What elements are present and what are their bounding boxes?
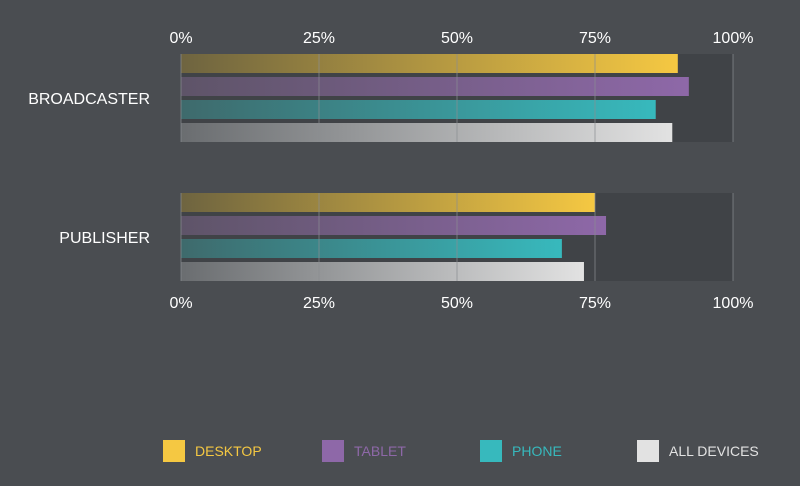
legend-swatch-desktop xyxy=(163,440,185,462)
x-tick-label-bottom: 50% xyxy=(441,295,473,312)
x-tick-label-bottom: 75% xyxy=(579,295,611,312)
legend-label-all-devices: ALL DEVICES xyxy=(669,443,759,459)
x-tick-label-bottom: 0% xyxy=(169,295,192,312)
category-label: BROADCASTER xyxy=(28,91,150,108)
bar-desktop xyxy=(181,193,595,212)
bar-group-publisher: PUBLISHER xyxy=(59,193,733,281)
category-label: PUBLISHER xyxy=(59,230,150,247)
x-tick-label-top: 75% xyxy=(579,30,611,47)
bar-phone xyxy=(181,239,562,258)
x-tick-label-top: 50% xyxy=(441,30,473,47)
bar-all-devices xyxy=(181,262,584,281)
legend-item-phone: PHONE xyxy=(480,438,562,464)
bar-group-broadcaster: BROADCASTER xyxy=(28,54,733,142)
bar-tablet xyxy=(181,216,607,235)
legend-label-tablet: TABLET xyxy=(354,443,406,459)
x-axis-bottom: 0% 25% 50% 75% 100% xyxy=(169,295,753,312)
legend-item-all-devices: ALL DEVICES xyxy=(637,438,759,464)
legend-item-tablet: TABLET xyxy=(322,438,406,464)
bar-all-devices xyxy=(181,123,673,142)
gridlines xyxy=(180,54,734,281)
x-tick-label-top: 0% xyxy=(169,30,192,47)
legend-item-desktop: DESKTOP xyxy=(163,438,262,464)
x-axis-top: 0% 25% 50% 75% 100% xyxy=(169,30,753,47)
legend-swatch-tablet xyxy=(322,440,344,462)
legend-label-phone: PHONE xyxy=(512,443,562,459)
legend-swatch-phone xyxy=(480,440,502,462)
x-tick-label-bottom: 25% xyxy=(303,295,335,312)
bar-phone xyxy=(181,100,656,119)
x-tick-label-top: 100% xyxy=(713,30,754,47)
legend-swatch-all-devices xyxy=(637,440,659,462)
x-tick-label-bottom: 100% xyxy=(713,295,754,312)
x-tick-label-top: 25% xyxy=(303,30,335,47)
bar-groups: BROADCASTER PUBLISHER xyxy=(28,54,733,281)
legend: DESKTOP TABLET PHONE ALL DEVICES xyxy=(0,438,800,464)
bar-tablet xyxy=(181,77,689,96)
legend-label-desktop: DESKTOP xyxy=(195,443,262,459)
bar-desktop xyxy=(181,54,678,73)
